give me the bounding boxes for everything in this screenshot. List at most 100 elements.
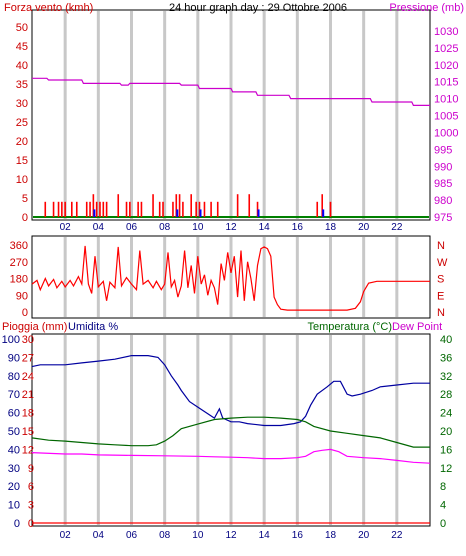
temperature-tick-label: 28 bbox=[440, 389, 452, 401]
right-tick-label: 985 bbox=[434, 178, 452, 190]
rain-tick-label: 0 bbox=[28, 518, 34, 530]
humidity-tick-label: 0 bbox=[14, 518, 20, 530]
left-tick-label: 0 bbox=[22, 212, 28, 224]
humidity-tick-label: 20 bbox=[8, 481, 20, 493]
dew-point-line bbox=[31, 448, 431, 464]
rain-tick-label: 12 bbox=[22, 444, 34, 456]
humidity-tick-label: 40 bbox=[8, 444, 20, 456]
rain-tick-label: 21 bbox=[22, 389, 34, 401]
direction-tick-label: 270 bbox=[10, 257, 28, 269]
humidity-tick-label: 90 bbox=[8, 352, 20, 364]
temperature-tick-label: 0 bbox=[440, 518, 446, 530]
temperature-tick-label: 32 bbox=[440, 371, 452, 383]
x-tick-label: 12 bbox=[225, 222, 237, 233]
humidity-tick-label: 70 bbox=[8, 389, 20, 401]
right-tick-label: 1020 bbox=[434, 60, 458, 72]
x-tick-label: 22 bbox=[391, 530, 403, 541]
rain-tick-label: 3 bbox=[28, 500, 34, 512]
left-tick-label: 5 bbox=[22, 193, 28, 205]
x-tick-label: 10 bbox=[192, 222, 204, 233]
right-tick-label: 995 bbox=[434, 144, 452, 156]
right-tick-label: 1000 bbox=[434, 127, 458, 139]
temperature-axis-label: Temperatura (°C) bbox=[308, 321, 392, 333]
left-axis-label: Forza vento (kmh) bbox=[4, 2, 93, 14]
rain-tick-label: 9 bbox=[28, 463, 34, 475]
rain-tick-label: 30 bbox=[22, 334, 34, 346]
x-tick-label: 22 bbox=[391, 222, 403, 233]
humidity-tick-label: 80 bbox=[8, 371, 20, 383]
right-tick-label: 1010 bbox=[434, 94, 458, 106]
humidity-line bbox=[31, 355, 430, 427]
x-tick-label: 06 bbox=[126, 530, 138, 541]
left-tick-label: 40 bbox=[16, 60, 28, 72]
wind-pressure-panel: Forza vento (kmh) 24 hour graph day : 29 … bbox=[4, 2, 464, 233]
humidity-temperature-panel: Pioggia (mm) Umidita % Temperatura (°C) Dew… bbox=[2, 321, 453, 541]
right-tick-label: 980 bbox=[434, 195, 452, 207]
rain-tick-label: 15 bbox=[22, 426, 34, 438]
right-tick-label: 1015 bbox=[434, 77, 458, 89]
x-tick-label: 16 bbox=[292, 222, 304, 233]
rain-axis-label: Pioggia (mm) bbox=[2, 321, 67, 333]
direction-tick-label: 0 bbox=[22, 307, 28, 319]
temperature-tick-label: 24 bbox=[440, 408, 452, 420]
humidity-tick-label: 60 bbox=[8, 408, 20, 420]
left-tick-label: 10 bbox=[16, 174, 28, 186]
right-tick-label: 975 bbox=[434, 212, 452, 224]
temperature-line bbox=[31, 416, 430, 448]
compass-tick-label: S bbox=[437, 274, 444, 286]
x-tick-label: 14 bbox=[259, 222, 271, 233]
x-tick-label: 04 bbox=[93, 530, 105, 541]
left-tick-label: 35 bbox=[16, 79, 28, 91]
x-tick-label: 08 bbox=[159, 530, 171, 541]
direction-tick-label: 360 bbox=[10, 240, 28, 252]
x-tick-label: 04 bbox=[93, 222, 105, 233]
x-tick-label: 02 bbox=[60, 222, 72, 233]
right-tick-label: 1005 bbox=[434, 111, 458, 123]
left-tick-label: 25 bbox=[16, 117, 28, 129]
x-tick-label: 20 bbox=[358, 530, 370, 541]
temperature-tick-label: 40 bbox=[440, 334, 452, 346]
humidity-tick-label: 30 bbox=[8, 463, 20, 475]
chart-title: 24 hour graph day : 29 Ottobre 2006 bbox=[169, 2, 347, 14]
compass-tick-label: E bbox=[437, 290, 444, 302]
humidity-axis-label: Umidita % bbox=[68, 321, 118, 333]
temperature-tick-label: 36 bbox=[440, 352, 452, 364]
left-tick-label: 50 bbox=[16, 22, 28, 34]
humidity-tick-label: 10 bbox=[8, 500, 20, 512]
temperature-tick-label: 20 bbox=[440, 426, 452, 438]
x-tick-label: 12 bbox=[225, 530, 237, 541]
left-tick-label: 15 bbox=[16, 155, 28, 167]
left-tick-label: 45 bbox=[16, 41, 28, 53]
left-tick-label: 20 bbox=[16, 136, 28, 148]
x-tick-label: 20 bbox=[358, 222, 370, 233]
temperature-tick-label: 12 bbox=[440, 463, 452, 475]
x-tick-label: 16 bbox=[292, 530, 304, 541]
x-tick-label: 10 bbox=[192, 530, 204, 541]
compass-tick-label: W bbox=[437, 257, 448, 269]
x-tick-label: 18 bbox=[325, 530, 337, 541]
x-tick-label: 18 bbox=[325, 222, 337, 233]
x-tick-label: 08 bbox=[159, 222, 171, 233]
x-tick-label: 14 bbox=[259, 530, 271, 541]
compass-tick-label: N bbox=[437, 307, 445, 319]
right-tick-label: 1030 bbox=[434, 26, 458, 38]
right-tick-label: 990 bbox=[434, 161, 452, 173]
left-tick-label: 30 bbox=[16, 98, 28, 110]
wind-direction-line bbox=[31, 245, 430, 311]
right-axis-label: Pressione (mb) bbox=[389, 2, 464, 14]
x-tick-label: 02 bbox=[60, 530, 72, 541]
rain-tick-label: 24 bbox=[22, 371, 34, 383]
rain-tick-label: 6 bbox=[28, 481, 34, 493]
rain-tick-label: 27 bbox=[22, 352, 34, 364]
x-tick-label: 06 bbox=[126, 222, 138, 233]
temperature-tick-label: 16 bbox=[440, 444, 452, 456]
temperature-tick-label: 8 bbox=[440, 481, 446, 493]
humidity-tick-label: 100 bbox=[2, 334, 20, 346]
compass-tick-label: N bbox=[437, 240, 445, 252]
temperature-tick-label: 4 bbox=[440, 500, 446, 512]
direction-tick-label: 180 bbox=[10, 274, 28, 286]
pressure-line bbox=[32, 77, 430, 106]
humidity-tick-label: 50 bbox=[8, 426, 20, 438]
